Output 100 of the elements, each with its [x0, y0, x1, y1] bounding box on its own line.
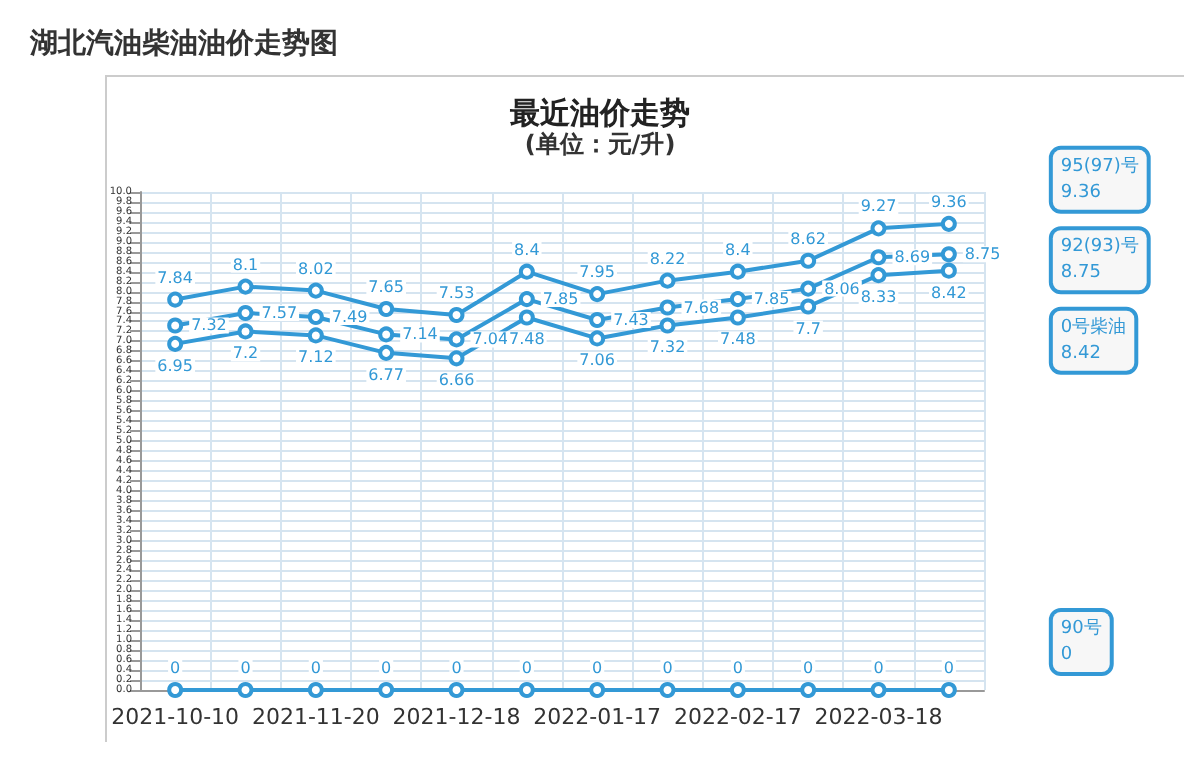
data-label: 9.27: [860, 197, 897, 216]
data-label: 8.69: [894, 248, 931, 267]
text: (单位：元/升): [524, 130, 676, 158]
text: 9.36: [1060, 182, 1102, 203]
point: [307, 282, 324, 299]
point: [237, 682, 254, 698]
data-label: 0: [240, 659, 251, 677]
point: [307, 309, 324, 325]
data-label: 8.42: [931, 283, 967, 302]
point: [589, 330, 606, 347]
point: [307, 327, 324, 344]
point: [870, 220, 887, 237]
point: [940, 246, 957, 263]
data-label: 0: [732, 659, 743, 677]
x-tick-label: 2021-10-10: [111, 704, 240, 730]
point: [237, 278, 254, 295]
data-label: 8.1: [232, 255, 259, 274]
x-tick-label: 2021-12-18: [392, 704, 521, 730]
data-label: 0: [451, 659, 462, 677]
point: [167, 682, 184, 698]
data-label: 6.95: [157, 356, 193, 375]
data-label: 7.06: [579, 351, 615, 370]
point: [589, 311, 606, 328]
text: 0: [1060, 645, 1073, 665]
data-label: 7.43: [613, 310, 649, 329]
point: [378, 301, 395, 318]
data-label: 7.32: [191, 316, 227, 335]
point: [729, 291, 746, 308]
data-label: 6.77: [368, 365, 404, 384]
data-label: 8.33: [860, 288, 897, 307]
point: [589, 286, 606, 303]
data-label: 0: [662, 659, 673, 677]
point: [237, 305, 254, 322]
point: [870, 682, 887, 698]
point: [448, 331, 465, 348]
data-label: 0: [803, 659, 814, 677]
data-label: 7.95: [579, 263, 615, 282]
x-tick-label: 2021-11-20: [251, 704, 380, 730]
point: [800, 682, 817, 698]
point: [448, 350, 465, 367]
point: [378, 344, 395, 361]
point: [800, 298, 817, 315]
data-label: 7.68: [683, 298, 720, 317]
data-label: 7.48: [720, 330, 756, 349]
point: [518, 309, 535, 326]
point: [940, 262, 957, 279]
point: [800, 252, 817, 269]
data-label: 7.2: [232, 344, 259, 363]
point: [378, 682, 395, 698]
data-label: 6.66: [438, 371, 475, 390]
point: [729, 309, 746, 326]
x-tick-label: 2022-01-17: [533, 704, 662, 730]
data-label: 8.4: [725, 240, 751, 259]
data-label: 7.14: [402, 325, 438, 344]
point: [167, 335, 184, 352]
point: [659, 682, 676, 698]
point: [940, 682, 957, 698]
data-label: 9.36: [931, 192, 967, 211]
point: [870, 267, 887, 284]
point: [870, 249, 887, 266]
point: [237, 323, 254, 340]
data-label: 8.4: [514, 240, 540, 259]
point: [589, 682, 606, 698]
data-label: 0: [521, 659, 532, 677]
point: [659, 272, 676, 289]
point: [378, 326, 395, 343]
text: 95(97)号: [1060, 154, 1139, 177]
data-label: 7.04: [472, 330, 509, 349]
data-label: 7.53: [438, 284, 475, 303]
data-label: 0: [873, 659, 884, 677]
point: [518, 291, 535, 308]
text: 92(93)号: [1060, 235, 1139, 258]
data-label: 0: [943, 659, 954, 677]
data-label: 7.49: [331, 308, 368, 326]
point: [448, 307, 465, 323]
text: 8.75: [1060, 263, 1101, 284]
data-label: 7.85: [753, 290, 790, 309]
data-label: 7.48: [509, 330, 545, 349]
text: 90号: [1060, 617, 1102, 639]
point: [659, 317, 676, 334]
data-label: 0: [310, 659, 321, 677]
point: [659, 299, 676, 316]
point: [729, 263, 746, 280]
point: [167, 317, 184, 334]
data-label: 8.02: [298, 259, 334, 278]
data-label: 8.06: [824, 279, 860, 298]
x-tick-label: 2022-02-17: [673, 704, 802, 730]
data-label: 7.84: [157, 268, 193, 287]
data-label: 7.65: [368, 278, 404, 297]
chart-title: 湖北汽油柴油油价走势图: [28, 28, 338, 60]
data-label: 0: [170, 659, 181, 677]
data-label: 8.22: [649, 249, 686, 268]
point: [448, 682, 465, 698]
point: [800, 280, 817, 297]
chart-subtitle: 最近油价走势: [508, 95, 690, 131]
point: [518, 263, 535, 280]
point: [167, 291, 184, 308]
data-label: 8.75: [964, 245, 1001, 264]
point: [940, 215, 957, 232]
data-label: 7.32: [649, 338, 686, 357]
